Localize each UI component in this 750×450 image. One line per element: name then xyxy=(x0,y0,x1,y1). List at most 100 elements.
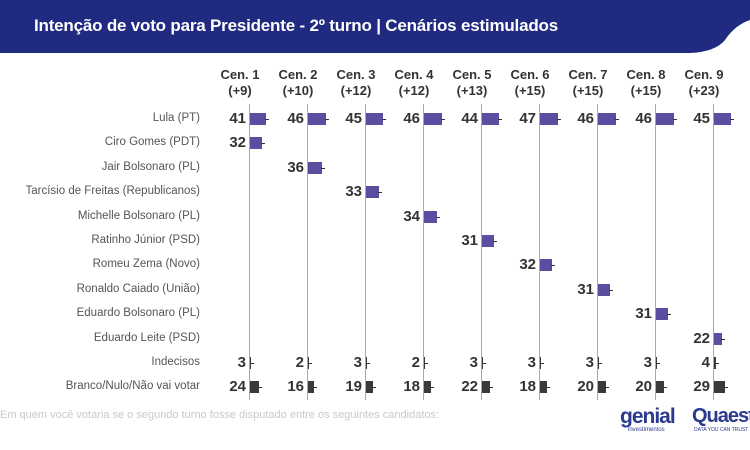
bar xyxy=(714,381,726,394)
bar xyxy=(250,113,266,125)
value-label: 24 xyxy=(229,378,246,396)
error-tick xyxy=(436,216,441,218)
axis-line xyxy=(655,104,656,400)
error-tick xyxy=(429,387,434,389)
error-tick xyxy=(551,265,556,267)
column-header: Cen. 3 (+12) xyxy=(327,67,385,99)
error-tick xyxy=(714,363,719,364)
value-label: 3 xyxy=(469,354,478,371)
bar xyxy=(482,381,491,394)
error-tick xyxy=(614,119,619,120)
page-title: Intenção de voto para Presidente - 2º tu… xyxy=(34,16,558,35)
column-header: Cen. 9 (+23) xyxy=(675,67,733,99)
quaest-logo: Quaest xyxy=(692,405,750,427)
bar xyxy=(308,381,315,394)
error-tick xyxy=(662,387,667,389)
bar xyxy=(308,161,322,174)
row-label: Ratinho Júnior (PSD) xyxy=(91,234,200,246)
bar xyxy=(656,381,664,394)
row-label: Branco/Nulo/Não vai votar xyxy=(65,380,200,393)
value-label: 20 xyxy=(577,378,594,396)
column-margin: (+23) xyxy=(688,83,720,98)
row-label: Lula (PT) xyxy=(152,112,200,124)
axis-line xyxy=(249,104,250,400)
column-margin: (+13) xyxy=(456,83,488,98)
error-tick xyxy=(377,192,382,194)
bar xyxy=(714,113,732,125)
value-label: 18 xyxy=(403,378,420,396)
axis-line xyxy=(539,104,540,400)
value-label: 3 xyxy=(353,354,362,371)
error-tick xyxy=(440,119,445,120)
error-tick xyxy=(656,363,661,364)
value-label: 3 xyxy=(643,354,652,371)
column-label: Cen. 9 xyxy=(684,67,724,82)
error-tick xyxy=(261,143,266,145)
error-tick xyxy=(313,387,318,389)
error-tick xyxy=(264,119,269,120)
bar xyxy=(366,186,379,199)
value-label: 2 xyxy=(411,354,420,371)
value-label: 33 xyxy=(345,183,362,201)
bar xyxy=(308,113,326,125)
error-tick xyxy=(372,387,377,389)
value-label: 32 xyxy=(229,134,246,152)
value-label: 16 xyxy=(287,378,304,396)
error-tick xyxy=(721,338,726,340)
error-tick xyxy=(482,363,487,364)
bar xyxy=(250,381,260,394)
error-tick xyxy=(497,119,502,120)
value-label: 31 xyxy=(461,232,478,249)
value-label: 18 xyxy=(519,378,536,396)
value-label: 32 xyxy=(519,256,536,274)
error-tick xyxy=(672,119,677,120)
value-label: 31 xyxy=(635,305,652,323)
bar xyxy=(540,113,559,125)
column-margin: (+15) xyxy=(514,83,546,98)
bar xyxy=(482,235,494,247)
error-tick xyxy=(604,387,609,389)
axis-line xyxy=(307,104,308,400)
error-tick xyxy=(366,363,371,364)
genial-logo-sub: investimentos xyxy=(628,427,665,433)
column-label: Cen. 8 xyxy=(626,67,666,82)
column-header: Cen. 1 (+9) xyxy=(211,67,269,99)
value-label: 22 xyxy=(693,329,710,347)
value-label: 2 xyxy=(295,354,304,371)
bar xyxy=(656,308,668,321)
bar xyxy=(598,381,606,394)
bar xyxy=(540,381,547,394)
error-tick xyxy=(666,314,671,316)
column-label: Cen. 4 xyxy=(394,67,434,82)
column-margin: (+12) xyxy=(340,83,372,98)
value-label: 3 xyxy=(585,354,594,371)
error-tick xyxy=(324,119,329,120)
row-label: Eduardo Bolsonaro (PL) xyxy=(76,307,200,320)
column-header: Cen. 6 (+15) xyxy=(501,67,559,99)
error-tick xyxy=(492,241,497,242)
bar xyxy=(714,332,723,345)
value-label: 19 xyxy=(345,378,362,396)
column-header: Cen. 2 (+10) xyxy=(269,67,327,99)
value-label: 45 xyxy=(345,110,362,127)
bar xyxy=(250,137,263,150)
error-tick xyxy=(423,363,428,364)
column-margin: (+15) xyxy=(630,83,662,98)
error-tick xyxy=(545,387,550,389)
axis-line xyxy=(365,104,366,400)
header-band xyxy=(0,0,750,53)
bar xyxy=(656,113,674,125)
value-label: 22 xyxy=(461,378,478,396)
error-tick xyxy=(258,387,263,389)
error-tick xyxy=(540,363,545,364)
error-tick xyxy=(724,387,729,389)
error-tick xyxy=(382,119,387,120)
error-tick xyxy=(608,289,613,291)
value-label: 3 xyxy=(527,354,536,371)
value-label: 44 xyxy=(461,110,478,127)
row-label: Michelle Bolsonaro (PL) xyxy=(77,209,200,222)
column-header: Cen. 5 (+13) xyxy=(443,67,501,99)
genial-logo: genial xyxy=(620,405,676,428)
error-tick xyxy=(489,387,494,389)
error-tick xyxy=(730,119,735,120)
